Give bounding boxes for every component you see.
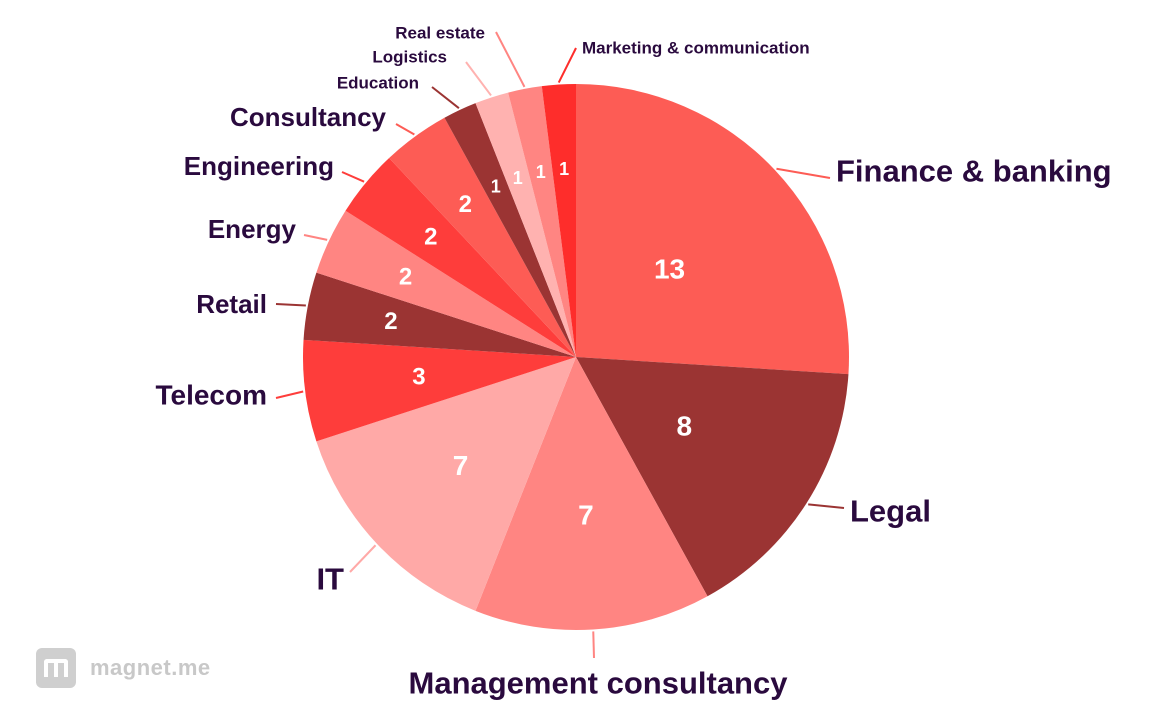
category-label-marketing-and-communication: Marketing & communication — [582, 39, 810, 58]
leader-line-it — [349, 544, 377, 573]
slice-marketing-and-communication — [541, 84, 576, 357]
leader-line-engineering — [341, 171, 365, 183]
leader-line-retail — [275, 303, 306, 307]
slice-telecom — [303, 339, 576, 442]
slice-legal — [576, 357, 849, 597]
category-label-logistics: Logistics — [372, 48, 447, 67]
slice-energy — [316, 210, 576, 357]
slice-management-consultancy — [475, 357, 708, 630]
leader-line-education — [431, 86, 460, 109]
value-label-legal: 8 — [677, 410, 693, 441]
category-label-finance-and-banking: Finance & banking — [836, 154, 1112, 189]
leader-line-marketing-and-communication — [557, 47, 577, 83]
category-label-it: IT — [316, 562, 344, 597]
value-label-marketing-and-communication: 1 — [559, 159, 569, 179]
category-label-education: Education — [337, 74, 419, 93]
leader-line-real-estate — [495, 31, 526, 88]
value-label-telecom: 3 — [412, 363, 425, 390]
leader-line-consultancy — [395, 123, 415, 136]
value-label-it: 7 — [453, 450, 469, 481]
leader-line-telecom — [275, 390, 304, 399]
slice-engineering — [345, 157, 576, 357]
value-label-real-estate: 1 — [536, 162, 546, 182]
value-label-retail: 2 — [384, 308, 397, 335]
leader-line-energy — [303, 234, 328, 241]
category-label-management-consultancy: Management consultancy — [409, 666, 789, 701]
pie-slices — [303, 84, 849, 630]
leader-lines — [275, 31, 845, 659]
magnet-me-logo-icon — [36, 648, 76, 688]
category-label-energy: Energy — [208, 214, 297, 244]
value-label-logistics: 1 — [513, 168, 523, 188]
value-label-engineering: 2 — [424, 223, 437, 250]
leader-line-finance-and-banking — [776, 167, 831, 179]
leader-line-management-consultancy — [592, 631, 595, 659]
category-label-telecom: Telecom — [155, 380, 267, 411]
slice-retail — [303, 272, 576, 357]
value-label-energy: 2 — [399, 263, 412, 290]
leader-line-logistics — [465, 61, 492, 97]
category-labels: Finance & banking Legal Management consult… — [155, 24, 1111, 701]
slice-education — [444, 103, 576, 357]
category-label-retail: Retail — [196, 289, 267, 319]
slice-logistics — [475, 92, 576, 358]
category-label-consultancy: Consultancy — [230, 102, 387, 132]
value-label-consultancy: 2 — [459, 191, 472, 218]
category-label-real-estate: Real estate — [395, 24, 485, 43]
value-label-education: 1 — [491, 177, 501, 197]
category-label-legal: Legal — [850, 494, 931, 529]
category-label-engineering: Engineering — [184, 151, 334, 181]
slice-it — [316, 357, 576, 611]
watermark-text: magnet.me — [90, 655, 211, 680]
slice-real-estate — [508, 86, 576, 358]
watermark: magnet.me — [36, 648, 211, 688]
value-label-finance-and-banking: 13 — [654, 254, 685, 285]
slice-finance-and-banking — [576, 84, 849, 375]
slice-consultancy — [389, 117, 576, 357]
leader-line-legal — [808, 503, 845, 509]
value-label-management-consultancy: 7 — [578, 500, 594, 531]
